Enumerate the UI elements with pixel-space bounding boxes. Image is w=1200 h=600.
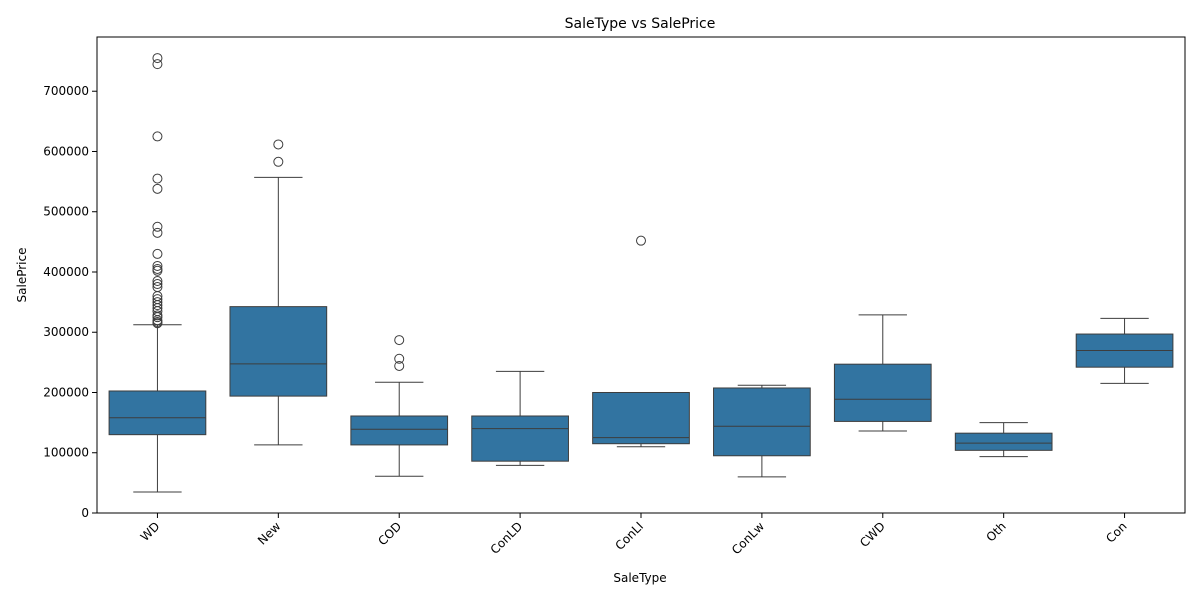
outlier-point [273,139,284,150]
x-tick-label: Con [1103,519,1129,545]
outlier-point [152,282,163,293]
x-tick-label: ConLD [488,519,526,557]
outlier-point [152,53,163,64]
iqr-box [833,363,932,422]
iqr-box [471,415,569,462]
x-tick-label: COD [375,519,404,548]
x-tick-label: CWD [857,519,888,550]
box-group [1075,317,1174,384]
box-group [108,53,207,493]
box-group [833,314,932,432]
iqr-box [592,391,690,445]
iqr-box [954,432,1053,451]
outlier-point [152,248,163,259]
iqr-box [713,387,811,457]
y-tick-label: 100000 [43,446,89,460]
y-axis: 0 100000 200000 300000 400000 500000 600000 700… [43,84,97,520]
outlier-point [152,263,163,274]
outlier-point [152,183,163,194]
x-tick-label: WD [138,519,163,544]
outlier-point [152,131,163,142]
outlier-point [152,221,163,232]
x-tick-label: ConLI [612,519,646,553]
x-axis: WD New COD ConLD ConLI ConLw CWD Oth Con [138,513,1130,557]
outlier-point [152,173,163,184]
y-tick-label: 500000 [43,205,89,219]
y-tick-label: 400000 [43,265,89,279]
outlier-point [636,235,646,246]
outlier-point [152,294,163,305]
box-group [713,384,811,478]
chart-title: SaleType vs SalePrice [565,16,716,32]
outlier-point [152,227,163,238]
outlier-point [152,279,163,290]
iqr-box [229,306,328,397]
box-group [592,235,690,448]
box-group [471,370,569,466]
x-tick-label: Oth [983,519,1008,544]
x-tick-label: New [255,519,284,548]
outlier-point [152,59,163,70]
outlier-point [394,360,405,371]
x-axis-label: SaleType [613,571,666,585]
x-tick-label: ConLw [729,519,767,557]
y-axis-label: SalePrice [15,248,29,303]
iqr-box [350,415,449,446]
outlier-point [152,310,163,321]
outlier-point [152,276,163,287]
outlier-point [394,353,405,364]
box-group [229,139,328,446]
y-tick-label: 700000 [43,84,89,98]
outlier-point [394,335,405,346]
plot-frame [96,36,1186,514]
iqr-box [108,390,207,436]
outlier-point [273,156,284,167]
outlier-point [152,260,163,271]
outlier-point [152,297,163,308]
box-group [350,335,449,477]
y-tick-label: 600000 [43,144,89,158]
y-tick-label: 200000 [43,385,89,399]
box-group [954,422,1053,458]
plot-area [108,53,1174,493]
y-tick-label: 300000 [43,325,89,339]
y-tick-label: 0 [81,506,89,520]
